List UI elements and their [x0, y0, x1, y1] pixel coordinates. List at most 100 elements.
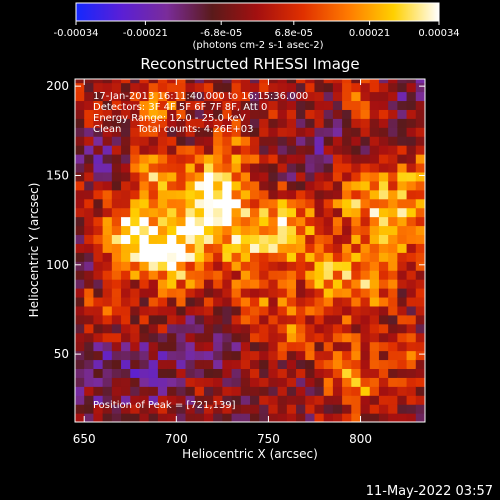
heatmap-cell [314, 305, 325, 316]
heatmap-cell [139, 180, 150, 191]
heatmap-cell [360, 261, 371, 271]
heatmap-cell [185, 270, 196, 280]
heatmap-cell [378, 377, 389, 387]
heatmap-cell [397, 261, 408, 271]
heatmap-cell [148, 350, 159, 361]
heatmap-cell [406, 127, 417, 137]
heatmap-cell [139, 350, 150, 361]
heatmap-cell [222, 252, 233, 262]
heatmap-cell [231, 234, 242, 244]
heatmap-cell [231, 350, 242, 361]
heatmap-cell [369, 162, 380, 173]
heatmap-cell [130, 234, 141, 244]
heatmap-cell [185, 305, 196, 316]
heatmap-cell [203, 91, 214, 102]
heatmap-cell [332, 279, 343, 289]
heatmap-cell [314, 270, 325, 280]
heatmap-cell [75, 207, 85, 218]
heatmap-cell [415, 377, 425, 387]
heatmap-cell [231, 332, 242, 343]
heatmap-cell [268, 323, 279, 334]
heatmap-cell [176, 216, 187, 227]
heatmap-cell [130, 359, 141, 370]
heatmap-cell [268, 252, 279, 262]
heatmap-cell [332, 234, 343, 244]
heatmap-cell [259, 350, 270, 361]
heatmap-cell [406, 314, 417, 325]
heatmap-cell [102, 404, 113, 414]
heatmap-cell [194, 314, 205, 325]
heatmap-cell [231, 279, 242, 289]
heatmap-cell [203, 162, 214, 173]
heatmap-cell [351, 118, 362, 128]
heatmap-cell [102, 154, 113, 164]
heatmap-cell [93, 154, 104, 164]
heatmap-cell [415, 261, 425, 271]
heatmap-cell [213, 243, 223, 253]
heatmap-cell [323, 189, 334, 200]
heatmap-cell [130, 145, 141, 155]
heatmap-cell [213, 252, 223, 262]
heatmap-cell [111, 270, 122, 280]
heatmap-cell [130, 377, 141, 387]
heatmap-cell [314, 82, 325, 93]
heatmap-cell [268, 207, 279, 218]
heatmap-cell [397, 180, 408, 191]
heatmap-cell [332, 207, 343, 218]
heatmap-cell [148, 145, 159, 155]
heatmap-cell [222, 323, 233, 334]
heatmap-cell [406, 162, 417, 173]
heatmap-cell [388, 332, 398, 343]
heatmap-cell [305, 323, 316, 334]
heatmap-cell [277, 261, 288, 271]
heatmap-cell [102, 377, 113, 387]
heatmap-cell [185, 100, 196, 110]
heatmap-cell [259, 145, 270, 155]
heatmap-cell [250, 189, 260, 200]
heatmap-cell [314, 395, 325, 405]
heatmap-cell [93, 162, 104, 173]
heatmap-cell [415, 323, 425, 334]
heatmap-cell [139, 270, 150, 280]
heatmap-cell [203, 189, 214, 200]
heatmap-cell [268, 154, 279, 164]
heatmap-cell [194, 332, 205, 343]
heatmap-cell [130, 154, 141, 164]
heatmap-cell [185, 154, 196, 164]
heatmap-cell [286, 207, 297, 218]
heatmap-cell [121, 109, 131, 119]
heatmap-cell [102, 216, 113, 227]
heatmap-cell [397, 91, 408, 102]
heatmap-cell [250, 377, 260, 387]
heatmap-cell [277, 252, 288, 262]
heatmap-cell [185, 261, 196, 271]
heatmap-cell [222, 189, 233, 200]
heatmap-cell [415, 118, 425, 128]
heatmap-cell [93, 314, 104, 325]
heatmap-cell [185, 296, 196, 307]
heatmap-cell [305, 243, 316, 253]
heatmap-cell [369, 198, 380, 209]
heatmap-cell [388, 270, 398, 280]
heatmap-cell [314, 252, 325, 262]
heatmap-cell [157, 171, 168, 182]
heatmap-cell [121, 359, 131, 370]
heatmap-cell [93, 118, 104, 128]
heatmap-cell [378, 386, 389, 396]
heatmap-cell [231, 118, 242, 128]
heatmap-cell [148, 189, 159, 200]
heatmap-cell [305, 377, 316, 387]
heatmap-cell [314, 332, 325, 343]
heatmap-cell [415, 332, 425, 343]
heatmap-cell [415, 350, 425, 361]
heatmap-cell [213, 207, 223, 218]
heatmap-cell [213, 413, 223, 422]
heatmap-cell [84, 100, 95, 110]
heatmap-cell [213, 288, 223, 298]
heatmap-cell [139, 404, 150, 414]
heatmap-cell [111, 332, 122, 343]
heatmap-cell [111, 154, 122, 164]
heatmap-cell [194, 261, 205, 271]
heatmap-cell [75, 368, 85, 378]
heatmap-cell [406, 350, 417, 361]
